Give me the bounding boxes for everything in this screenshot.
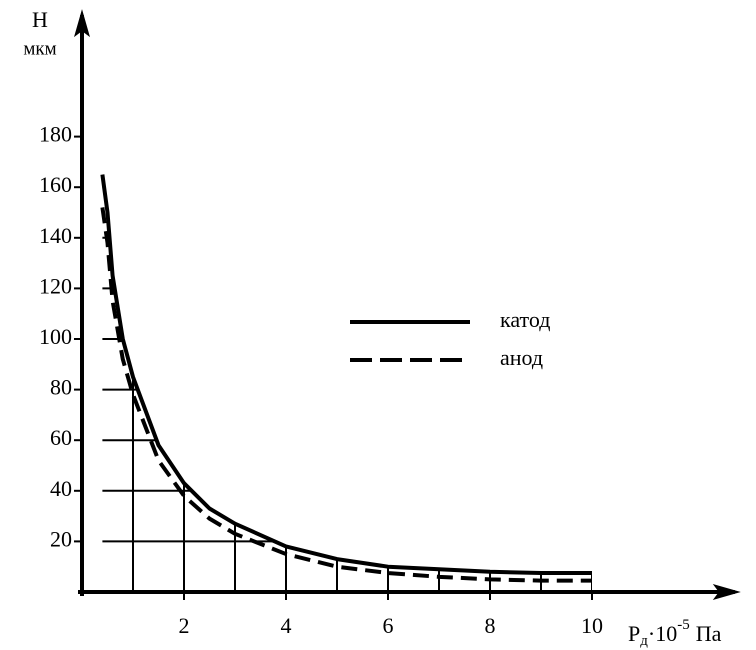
y-tick-label: 40 — [50, 476, 72, 501]
x-axis-arrow — [712, 584, 741, 600]
y-tick-label: 80 — [50, 375, 72, 400]
x-tick-label: 10 — [581, 613, 603, 638]
y-axis-arrow — [74, 9, 90, 38]
x-label-sub: д — [640, 633, 648, 649]
y-tick-label: 120 — [39, 273, 72, 298]
x-label: Pд·10-5 Па — [628, 617, 722, 649]
x-tick-label: 8 — [485, 613, 496, 638]
y-tick-label: 180 — [39, 122, 72, 147]
legend-label: катод — [500, 307, 550, 332]
legend-label: анод — [500, 345, 543, 370]
x-label-sup: -5 — [677, 617, 690, 633]
x-label-base: P — [628, 621, 640, 646]
x-tick-label: 2 — [179, 613, 190, 638]
y-label-unit: мкм — [23, 38, 56, 59]
series-line — [100, 207, 592, 583]
y-tick-label: 20 — [50, 526, 72, 551]
series-line — [100, 174, 592, 576]
grid — [102, 174, 593, 592]
x-label-unit: Па — [696, 621, 722, 646]
y-tick-label: 60 — [50, 425, 72, 450]
x-tick-label: 4 — [281, 613, 292, 638]
y-label: H — [32, 7, 48, 32]
y-tick-label: 140 — [39, 223, 72, 248]
x-label-mid: ·10 — [648, 621, 677, 646]
y-tick-label: 160 — [39, 172, 72, 197]
x-tick-label: 6 — [383, 613, 394, 638]
y-tick-label: 100 — [39, 324, 72, 349]
